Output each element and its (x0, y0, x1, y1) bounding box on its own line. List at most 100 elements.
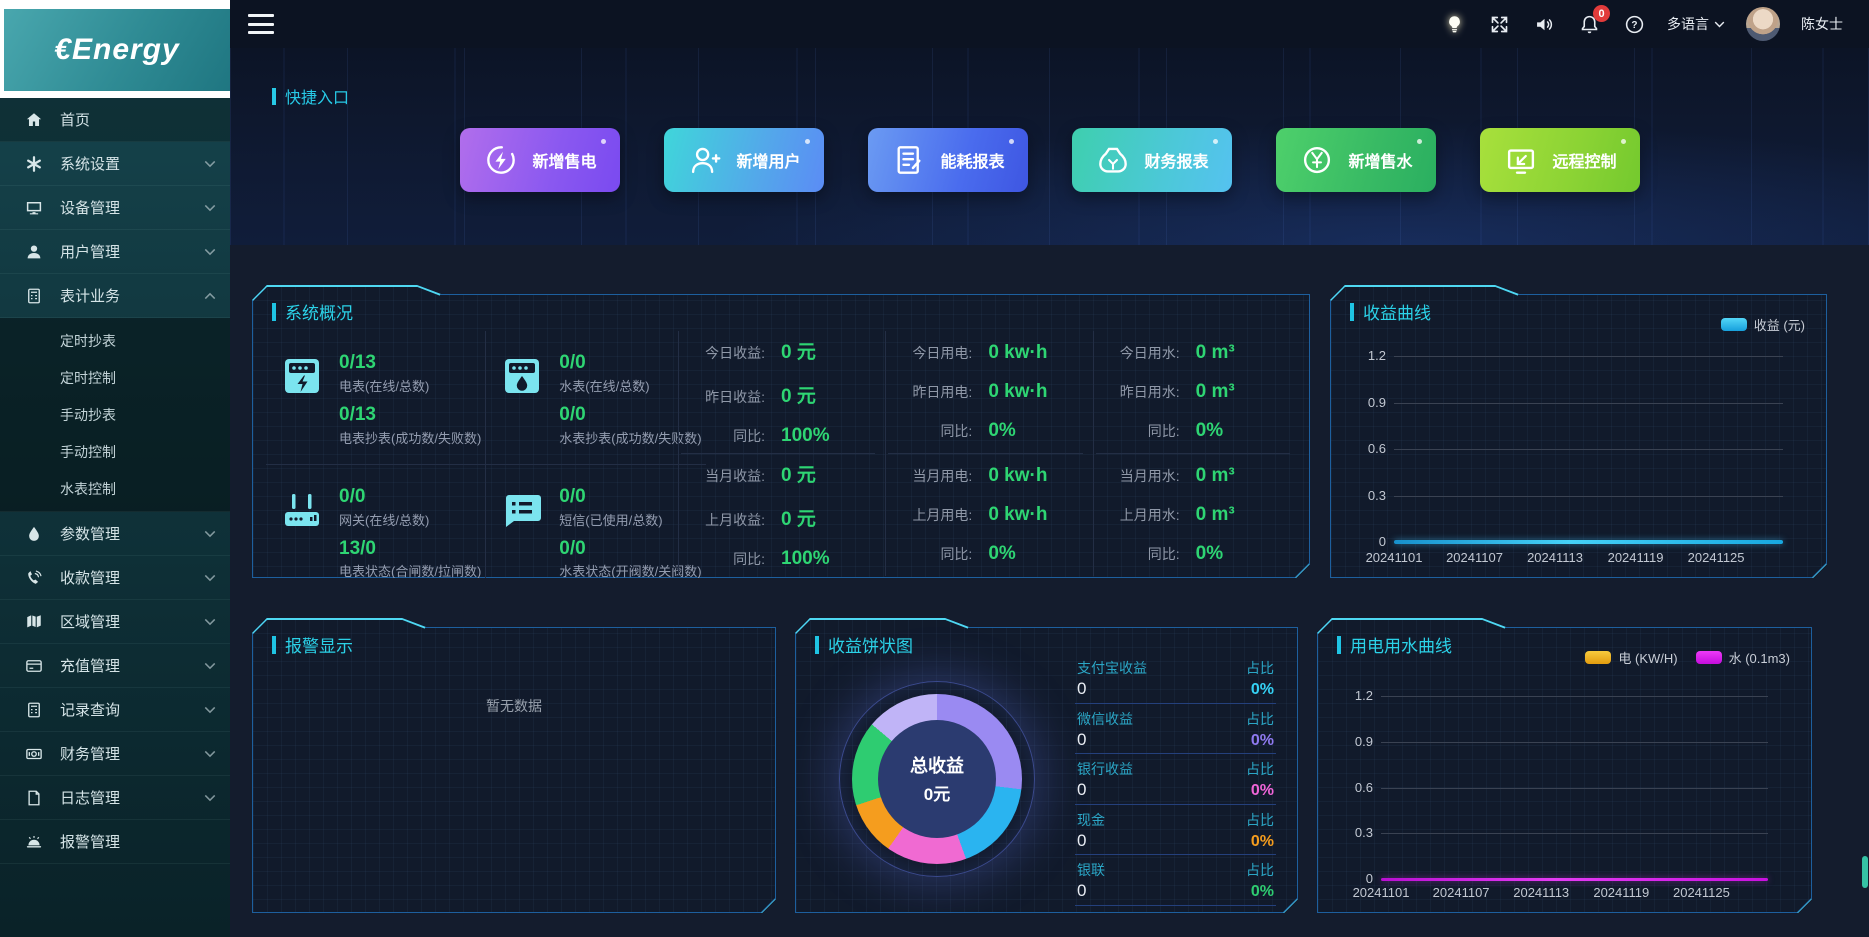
stat-value: 100% (781, 548, 830, 569)
pie-legend-row-bank[interactable]: 银行收益 占比 0 0% (1075, 754, 1276, 805)
main-area: 0 ? 多语言 陈女士 快捷入口 新增售电 (230, 0, 1869, 937)
sidebar-item-home[interactable]: 首页 (0, 98, 230, 142)
phone-volume-icon (24, 568, 44, 588)
sidebar-subitem-manual-reading[interactable]: 手动抄表 (60, 406, 116, 423)
panel-body (1331, 286, 1826, 577)
x-axis-tick: 20241119 (1607, 550, 1664, 565)
sidebar-item-recharge-management[interactable]: 充值管理 (0, 644, 230, 688)
sidebar-item-label: 报警管理 (60, 834, 121, 851)
sidebar-item-label: 参数管理 (60, 526, 121, 543)
speaker-icon[interactable] (1532, 12, 1556, 36)
chevron-down-icon (204, 246, 216, 258)
chevron-down-icon (204, 528, 216, 540)
notification-bell-icon[interactable]: 0 (1577, 5, 1610, 36)
sidebar-subitem-scheduled-control[interactable]: 定时控制 (60, 369, 116, 386)
topbar: 0 ? 多语言 陈女士 (230, 0, 1869, 48)
legend-item-revenue[interactable]: 收益 (元) (1721, 315, 1805, 334)
sidebar-item-finance-management[interactable]: 财务管理 (0, 732, 230, 776)
panel-top-accent (1330, 618, 1482, 620)
stat-value: 0/13 (339, 403, 376, 425)
quick-btn-new-user[interactable]: 新增用户 (663, 128, 824, 192)
stat-value: 0 元 (781, 386, 816, 407)
quick-btn-remote-control[interactable]: 远程控制 (1479, 128, 1640, 192)
fullscreen-icon[interactable] (1487, 12, 1511, 36)
quick-btn-energy-report[interactable]: 能耗报表 (867, 128, 1028, 192)
sidebar: €Energy 首页 系统设置 设备管理 用户管理 (0, 0, 230, 937)
notification-badge: 0 (1593, 5, 1610, 22)
system-overview-body: 0/13 电表(在线/总数) 0/13 电表抄表(成功数/失败数) 0/0 (266, 331, 1300, 568)
stat-value: 0 m³ (1195, 381, 1235, 402)
lightbulb-icon[interactable] (1442, 12, 1466, 36)
sms-message-icon (498, 486, 546, 590)
pie-legend-row-cash[interactable]: 现金 占比 0 0% (1075, 805, 1276, 856)
slice-name: 微信收益 (1077, 710, 1133, 727)
sidebar-subitem-manual-control[interactable]: 手动控制 (60, 443, 116, 460)
gridline: 1.2 (1381, 696, 1768, 697)
donut-chart[interactable]: 总收益 0元 (852, 694, 1022, 864)
x-axis-tick: 20241101 (1365, 550, 1423, 565)
sidebar-item-device-management[interactable]: 设备管理 (0, 186, 230, 230)
stat-label: 同比: (940, 546, 973, 562)
gateway-icon (278, 486, 326, 590)
revenue-stats-column: 今日收益: 0 元 昨日收益: 0 元 同比: 100% 当月收益: 0 元 上月收益:… (678, 331, 885, 576)
stat-value: 0 kw·h (988, 381, 1048, 402)
water-series-line (1381, 878, 1768, 881)
help-icon[interactable]: ? (1622, 12, 1646, 36)
sidebar-item-alarm-management[interactable]: 报警管理 (0, 820, 230, 864)
gridline: 0.9 (1381, 742, 1768, 743)
panel-top-accent (808, 618, 945, 620)
sidebar-item-user-management[interactable]: 用户管理 (0, 230, 230, 274)
sidebar-item-meter-business[interactable]: 表计业务 (0, 274, 230, 318)
quick-btn-new-electric-sale[interactable]: 新增售电 (459, 128, 620, 192)
sidebar-item-label: 表计业务 (60, 288, 121, 305)
sidebar-item-parameter-management[interactable]: 参数管理 (0, 512, 230, 556)
y-axis-tick: 1.2 (1367, 348, 1386, 363)
total-revenue-value: 0元 (923, 785, 951, 804)
logo-background: €Energy (4, 9, 230, 91)
stat-value: 0 kw·h (988, 465, 1048, 486)
slice-ratio: 0% (1250, 731, 1274, 749)
quick-entry-buttons: 新增售电 新增用户 能耗报表 财务报表 新增售水 (230, 128, 1869, 192)
pie-legend-row-unionpay[interactable]: 银联 占比 0 0% (1075, 855, 1276, 906)
sidebar-subitem-water-meter-control[interactable]: 水表控制 (60, 480, 116, 497)
page-scrollbar[interactable] (1861, 0, 1869, 937)
stat-value: 0 元 (781, 509, 816, 530)
hamburger-menu-icon[interactable] (248, 14, 274, 34)
sidebar-item-label: 收款管理 (60, 570, 121, 587)
avatar[interactable] (1746, 7, 1780, 41)
sidebar-subitem-scheduled-reading[interactable]: 定时抄表 (60, 332, 116, 349)
sidebar-item-system-settings[interactable]: 系统设置 (0, 142, 230, 186)
pie-legend-row-alipay[interactable]: 支付宝收益 占比 0 0% (1075, 653, 1276, 704)
title-bar-accent (815, 636, 819, 654)
stat-label: 当月收益: (705, 468, 765, 484)
quick-btn-new-water-sale[interactable]: 新增售水 (1275, 128, 1436, 192)
stat-label: 同比: (733, 551, 765, 567)
slice-name: 银联 (1077, 862, 1105, 879)
svg-text:?: ? (1631, 20, 1637, 31)
quick-btn-finance-report[interactable]: 财务报表 (1071, 128, 1232, 192)
water-stats-column: 今日用水: 0 m³ 昨日用水: 0 m³ 同比: 0% 当月用水: 0 m³ 上月用水… (1093, 331, 1300, 576)
legend-item-electricity[interactable]: 电 (KW/H) (1585, 648, 1677, 667)
language-selector[interactable]: 多语言 (1667, 14, 1725, 34)
title-bar-accent (1337, 636, 1341, 654)
x-axis-tick: 20241125 (1672, 885, 1730, 900)
sidebar-item-log-management[interactable]: 日志管理 (0, 776, 230, 820)
electricity-stats-column: 今日用电: 0 kw·h 昨日用电: 0 kw·h 同比: 0% 当月用电: 0 kw·… (885, 331, 1092, 576)
stat-label: 上月用水: (1119, 507, 1180, 523)
legend-item-water[interactable]: 水 (0.1m3) (1696, 648, 1790, 667)
sidebar-item-region-management[interactable]: 区域管理 (0, 600, 230, 644)
sidebar-item-record-query[interactable]: 记录查询 (0, 688, 230, 732)
gridline: 1.2 (1394, 356, 1783, 357)
sidebar-item-payment-management[interactable]: 收款管理 (0, 556, 230, 600)
scrollbar-thumb[interactable] (1862, 856, 1868, 888)
meter-business-submenu: 定时抄表 定时控制 手动抄表 手动控制 水表控制 (0, 318, 230, 512)
gear-icon (24, 154, 44, 174)
stat-value: 0 m³ (1195, 342, 1235, 363)
revenue-curve-title: 收益曲线 (1350, 299, 1431, 324)
ratio-label: 占比 (1246, 862, 1274, 879)
user-plus-icon (686, 141, 724, 179)
water-meter-cell: 0/0 水表(在线/总数) 0/0 水表抄表(成功数/失败数) (486, 331, 705, 465)
pie-legend-row-wechat[interactable]: 微信收益 占比 0 0% (1075, 704, 1276, 755)
stat-value: 0% (1195, 543, 1224, 564)
